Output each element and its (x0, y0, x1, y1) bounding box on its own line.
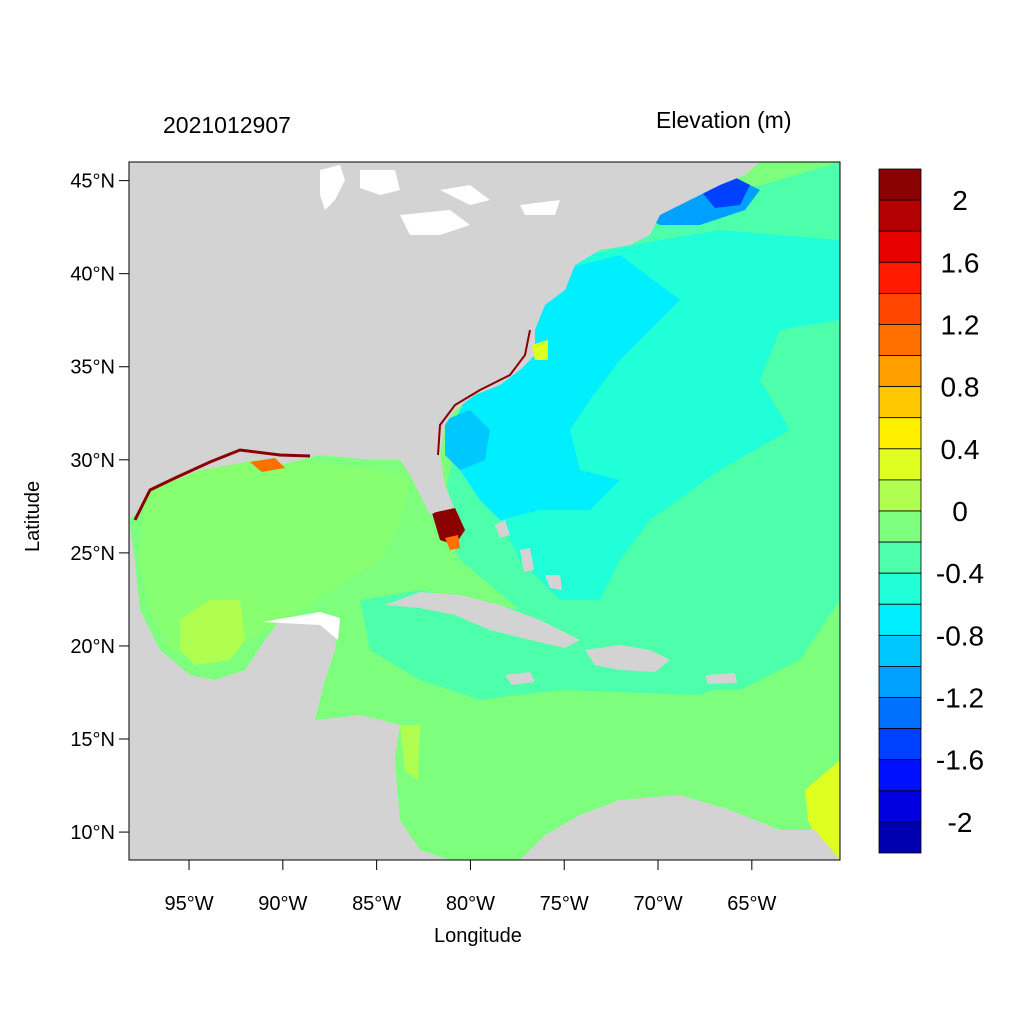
colorbar-swatch (878, 728, 922, 761)
latitude-ticks: 45°N 40°N 35°N 30°N 25°N 20°N 15°N 10°N (70, 171, 129, 844)
lat-tick-label: 20°N (70, 636, 115, 658)
colorbar-swatch (878, 572, 922, 605)
florida-orange-tip (445, 535, 460, 550)
gulf-of-maine-core (700, 175, 750, 208)
colorbar-swatch (878, 261, 922, 294)
lat-tick-label: 30°N (70, 450, 115, 472)
colorbar-swatch (878, 479, 922, 512)
colorbar-label: -0.4 (936, 558, 984, 589)
colorbar-swatch (878, 759, 922, 792)
date-label: 2021012907 (163, 112, 291, 138)
lon-tick-label: 75°W (540, 893, 589, 915)
colorbar-swatch (878, 355, 922, 388)
lat-tick-label: 45°N (70, 171, 115, 193)
georgia-low-region (445, 410, 490, 470)
land-south-america (520, 795, 840, 860)
colorbar-swatch (878, 230, 922, 263)
colorbar-swatch (878, 603, 922, 636)
longitude-ticks: 95°W 90°W 85°W 80°W 75°W 70°W 65°W (164, 860, 777, 915)
colorbar-label: 2 (952, 185, 968, 216)
colorbar-labels: 2 1.6 1.2 0.8 0.4 0 -0.4 -0.8 -1.2 -1.6 -2 (936, 185, 984, 838)
east-yellow (805, 760, 840, 860)
lat-tick-label: 25°N (70, 543, 115, 565)
land-bahamas (495, 520, 562, 590)
caribbean-cyan-patch (360, 590, 740, 700)
lon-tick-label: 70°W (633, 893, 682, 915)
colorbar-swatch (878, 324, 922, 356)
colorbar-swatch (878, 386, 922, 419)
land-cuba (385, 592, 580, 648)
gulf-coast-surge (133, 448, 311, 521)
lat-tick-label: 40°N (70, 264, 115, 286)
land-florida (410, 460, 445, 515)
lon-tick-label: 85°W (352, 893, 401, 915)
gulfstream-region (445, 255, 680, 520)
louisiana-surge (250, 458, 285, 472)
colorbar-swatch (878, 448, 922, 481)
lon-tick-label: 80°W (446, 893, 495, 915)
lon-tick-label: 65°W (727, 893, 776, 915)
colorbar-swatch (878, 199, 922, 232)
colorbar-swatch (878, 697, 922, 730)
lat-tick-label: 35°N (70, 357, 115, 379)
colorbar-swatch (878, 292, 922, 325)
land-mexico-central-america (129, 520, 450, 860)
land-hispaniola (585, 645, 670, 672)
colorbar-label: -1.2 (936, 683, 984, 714)
lat-tick-label: 10°N (70, 822, 115, 844)
colorbar-label: 0.4 (941, 434, 980, 465)
lon-tick-label: 90°W (258, 893, 307, 915)
honduras-yellow (400, 725, 420, 780)
lon-tick-label: 95°W (164, 893, 213, 915)
colorbar-label: -2 (948, 807, 973, 838)
x-axis-title: Longitude (434, 925, 522, 947)
plot-frame (128, 161, 841, 861)
colorbar (878, 168, 922, 854)
colorbar-swatch (878, 634, 922, 667)
land-north-america (129, 162, 760, 540)
lat-tick-label: 15°N (70, 729, 115, 751)
map-plot-area (129, 162, 840, 860)
colorbar-swatch (878, 666, 922, 698)
units-label: Elevation (m) (656, 107, 792, 133)
colorbar-label: -1.6 (936, 745, 984, 776)
east-coast-surge (437, 329, 531, 456)
colorbar-label: 1.2 (941, 309, 980, 340)
colorbar-swatch (878, 168, 922, 201)
colorbar-label: -0.8 (936, 620, 984, 651)
colorbar-swatch (878, 541, 922, 574)
colorbar-label: 0.8 (941, 372, 980, 403)
colorbar-swatch (878, 821, 922, 854)
carolina-yellow (532, 340, 548, 360)
yucatan-shelf (262, 612, 340, 640)
land-jamaica (505, 672, 535, 685)
land-puerto-rico (705, 673, 737, 684)
bay-of-campeche-region (180, 600, 245, 665)
colorbar-swatch (878, 790, 922, 823)
great-lakes (320, 165, 560, 235)
colorbar-swatch (878, 510, 922, 543)
colorbar-swatch (878, 417, 922, 450)
colorbar-label: 0 (952, 496, 968, 527)
colorbar-label: 1.6 (941, 247, 980, 278)
